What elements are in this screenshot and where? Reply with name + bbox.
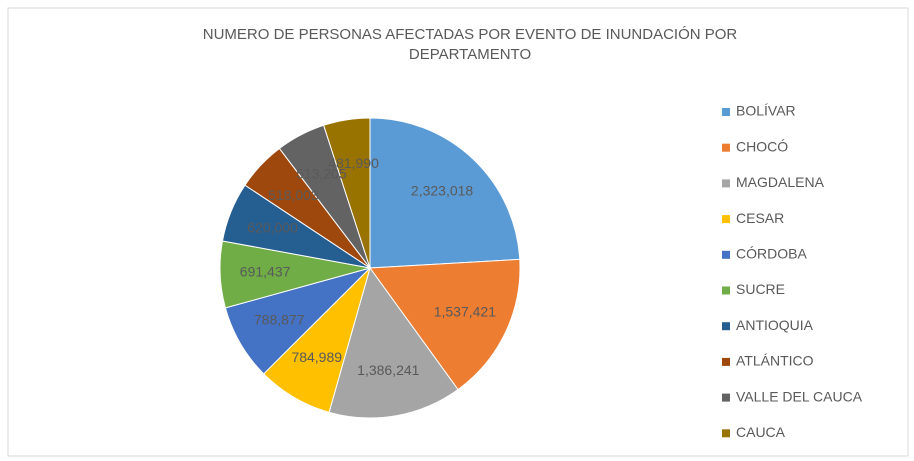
data-label: 784,989 [291,349,342,365]
legend-label: VALLE DEL CAUCA [736,388,863,404]
legend-label: CESAR [736,210,784,226]
legend-swatch [722,286,730,295]
legend-label: BOLÍVAR [736,103,796,119]
legend-swatch [722,215,730,224]
legend-label: CÓRDOBA [736,246,807,262]
data-label: 481,990 [328,155,379,171]
legend-swatch [722,393,730,402]
legend-label: MAGDALENA [736,174,825,190]
data-label: 620,000 [247,219,298,235]
legend-swatch [722,322,730,331]
legend-swatch [722,429,730,438]
legend-label: SUCRE [736,281,785,297]
data-label: 518,003 [268,187,319,203]
legend-swatch [722,108,730,116]
legend-label: CAUCA [736,424,786,440]
legend-label: CHOCÓ [736,138,788,154]
data-label: 2,323,018 [411,182,473,198]
legend-swatch [722,179,730,188]
legend-swatch [722,357,730,366]
data-label: 691,437 [240,263,291,279]
data-label: 788,877 [254,311,305,327]
data-label: 1,537,421 [434,304,496,320]
data-label: 513,205 [296,166,347,182]
data-label: 1,386,241 [357,362,419,378]
legend-label: ATLÁNTICO [736,353,814,369]
pie-slice [369,258,521,391]
legend-swatch [722,250,730,259]
legend-swatch [722,143,730,152]
legend-label: ANTIOQUIA [736,317,814,333]
pie-slice [328,266,459,419]
pie-slice [323,117,371,269]
chart-title: NUMERO DE PERSONAS AFECTADAS POR EVENTO … [203,26,738,63]
pie-slice [369,117,521,269]
